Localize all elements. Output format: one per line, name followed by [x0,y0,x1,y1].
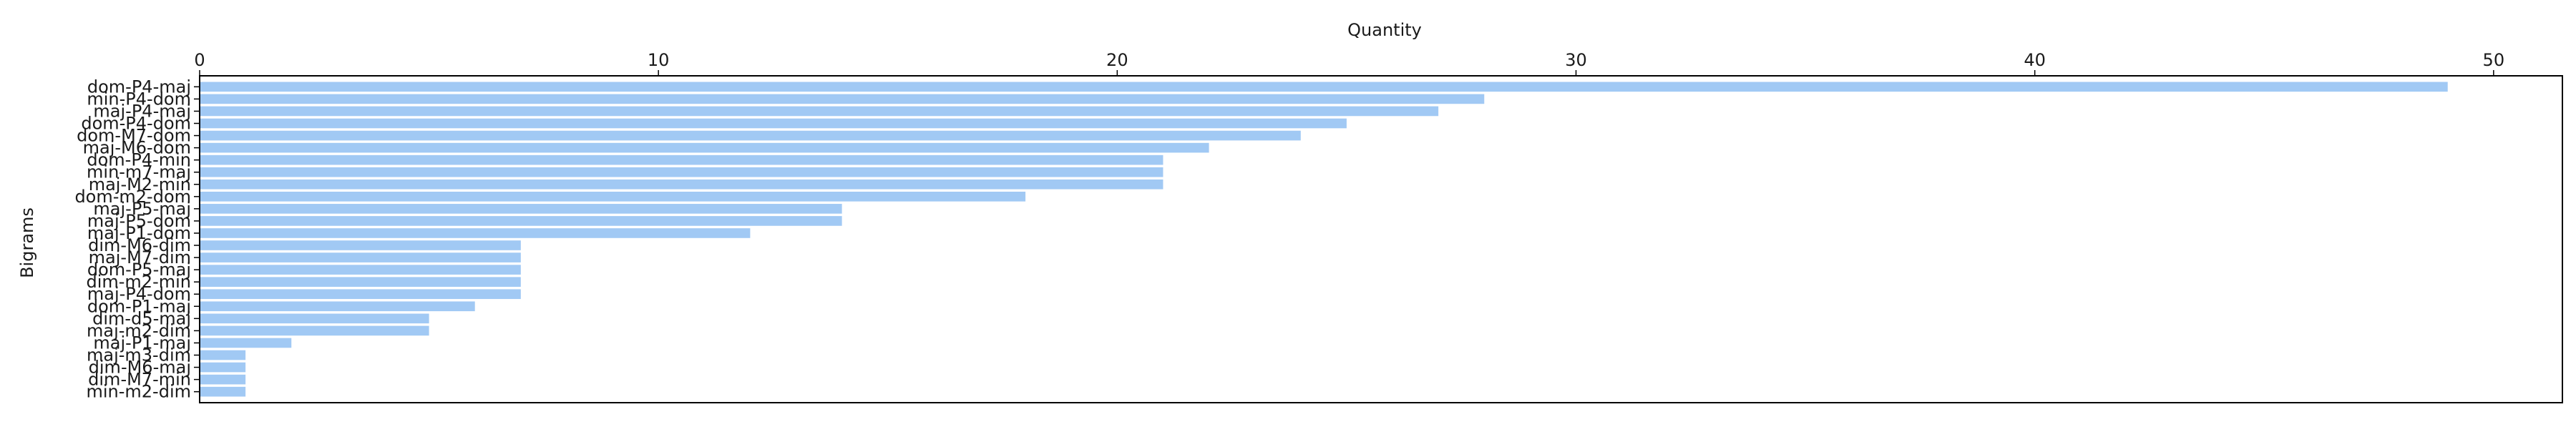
y-tick-label: maj-m2-dim [87,320,191,340]
bar-dom-P5-maj [200,265,521,275]
bar-min-P4-dom [200,94,1485,104]
bar-dom-M7-dom [200,130,1301,141]
y-tick-label: dom-P5-maj [87,260,191,280]
bar-maj-P5-maj [200,204,842,214]
bar-maj-P1-maj [200,338,292,348]
y-tick-label: dom-P4-maj [87,77,191,97]
bar-dim-m2-min [200,277,521,288]
y-tick-label: maj-P1-dom [87,223,191,243]
y-tick-label: dom-P1-maj [87,296,191,316]
y-tick-label: maj-P1-maj [93,333,191,353]
x-tick-label: 20 [1106,50,1128,70]
y-axis-label: Bigrams [17,207,37,278]
x-tick-label: 50 [2483,50,2505,70]
bar-dim-M6-dim [200,240,521,250]
bar-maj-M7-dim [200,252,521,262]
y-tick-label: maj-P4-maj [93,101,191,121]
y-tick-label: maj-P5-maj [93,199,191,219]
x-tick-label: 0 [194,50,205,70]
bar-min-m7-maj [200,167,1163,177]
bar-min-m2-dim [200,386,246,397]
x-tick-label: 10 [648,50,670,70]
bar-dim-M6-maj [200,362,246,373]
bar-maj-m2-dim [200,325,429,336]
y-tick-label: maj-M7-dim [89,247,191,267]
y-tick-label: dom-P4-min [87,150,191,170]
y-tick-label: maj-P5-dom [87,211,191,231]
y-tick-label: min-P4-dom [87,89,191,109]
y-tick-label: dom-m2-dom [74,187,191,207]
bar-dom-P4-dom [200,118,1347,129]
x-tick-label: 40 [2024,50,2046,70]
y-tick-label: maj-m3-dim [87,345,191,365]
y-tick-label: maj-M2-min [89,175,191,195]
y-tick-label: dim-M7-min [88,370,191,390]
bar-maj-M2-min [200,179,1163,190]
y-tick-label: min-m2-dim [86,382,191,402]
bar-dim-M7-min [200,374,246,385]
x-axis-label: Quantity [1347,20,1422,40]
y-tick-label: maj-M6-dom [83,138,191,158]
bar-dom-m2-dom [200,191,1026,202]
bar-dim-d5-maj [200,313,429,324]
bars-layer [200,82,2448,397]
y-tick-label: dom-M7-dom [77,126,191,146]
bar-maj-P4-dom [200,289,521,300]
y-tick-label: dom-P4-dom [81,114,191,134]
y-tick-label: dim-d5-maj [92,308,191,328]
x-tick-label: 30 [1565,50,1587,70]
y-tick-label: dim-M6-dim [88,235,191,255]
bar-maj-P1-dom [200,228,751,238]
bar-maj-P4-maj [200,106,1439,117]
plot-frame [199,75,2563,403]
bar-dom-P4-min [200,154,1163,165]
bar-dom-P1-maj [200,301,475,312]
y-tick-label: min-m7-maj [87,162,191,182]
y-tick-label: dim-M6-maj [89,358,191,378]
y-tick-label: maj-P4-dom [87,284,191,304]
bar-maj-m3-dim [200,350,246,360]
axes-layer: dom-P4-majmin-P4-dommaj-P4-majdom-P4-dom… [74,50,2504,402]
y-tick-label: dim-m2-min [86,272,191,292]
bar-dom-P4-maj [200,82,2448,92]
bar-maj-M6-dom [200,142,1209,153]
bar-maj-P5-dom [200,216,842,226]
